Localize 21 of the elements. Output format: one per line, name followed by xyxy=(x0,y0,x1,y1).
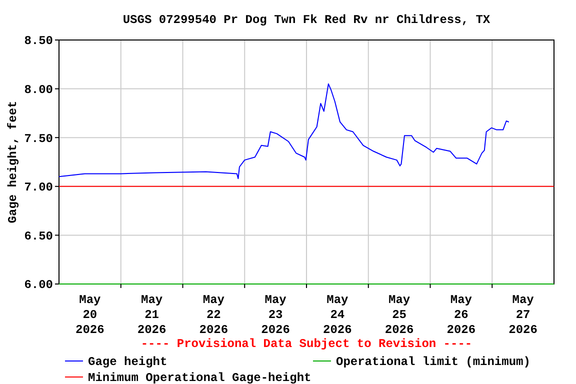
text: ---- Provisional Data Subject to Revision ---- xyxy=(140,337,472,351)
chart-title: USGS 07299540 Pr Dog Twn Fk Red Rv nr Childress, TX xyxy=(122,13,491,27)
x-tick-label: May 20 2026 xyxy=(76,293,104,337)
legend-label: Operational limit (minimum) xyxy=(336,355,530,370)
y-tick-label: 8.00 xyxy=(24,83,53,97)
legend-label: Minimum Operational Gage-height xyxy=(88,371,312,384)
x-tick-label: May 25 2026 xyxy=(384,293,414,337)
y-tick-label: 7.50 xyxy=(24,132,53,146)
x-tick-label: May 26 2026 xyxy=(446,293,476,337)
x-tick-label: May 22 2026 xyxy=(199,293,228,337)
legend-label: Gage height xyxy=(88,355,168,370)
y-tick-label: 6.00 xyxy=(24,278,53,292)
x-tick-label: May 27 2026 xyxy=(508,293,538,337)
y-tick-label: 6.50 xyxy=(24,229,53,244)
y-tick-label: 8.50 xyxy=(24,34,53,48)
x-tick-label: May 21 2026 xyxy=(137,293,166,337)
line-series xyxy=(58,83,510,180)
x-tick-label: May 24 2026 xyxy=(323,293,352,337)
x-tick-label: May 23 2026 xyxy=(261,293,290,337)
y-axis-title: Gage height, feet xyxy=(6,100,20,224)
y-tick-label: 7.00 xyxy=(24,180,53,195)
